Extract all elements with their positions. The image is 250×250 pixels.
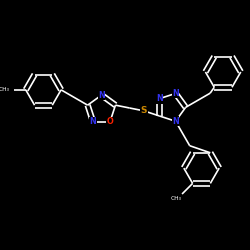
Text: N: N bbox=[98, 90, 105, 100]
Text: S: S bbox=[141, 106, 147, 115]
Text: CH₃: CH₃ bbox=[170, 196, 181, 201]
Text: N: N bbox=[172, 89, 179, 98]
Text: O: O bbox=[107, 117, 114, 126]
Text: N: N bbox=[172, 117, 179, 126]
Text: N: N bbox=[156, 94, 162, 103]
Text: CH₃: CH₃ bbox=[0, 87, 10, 92]
Text: N: N bbox=[90, 117, 96, 126]
